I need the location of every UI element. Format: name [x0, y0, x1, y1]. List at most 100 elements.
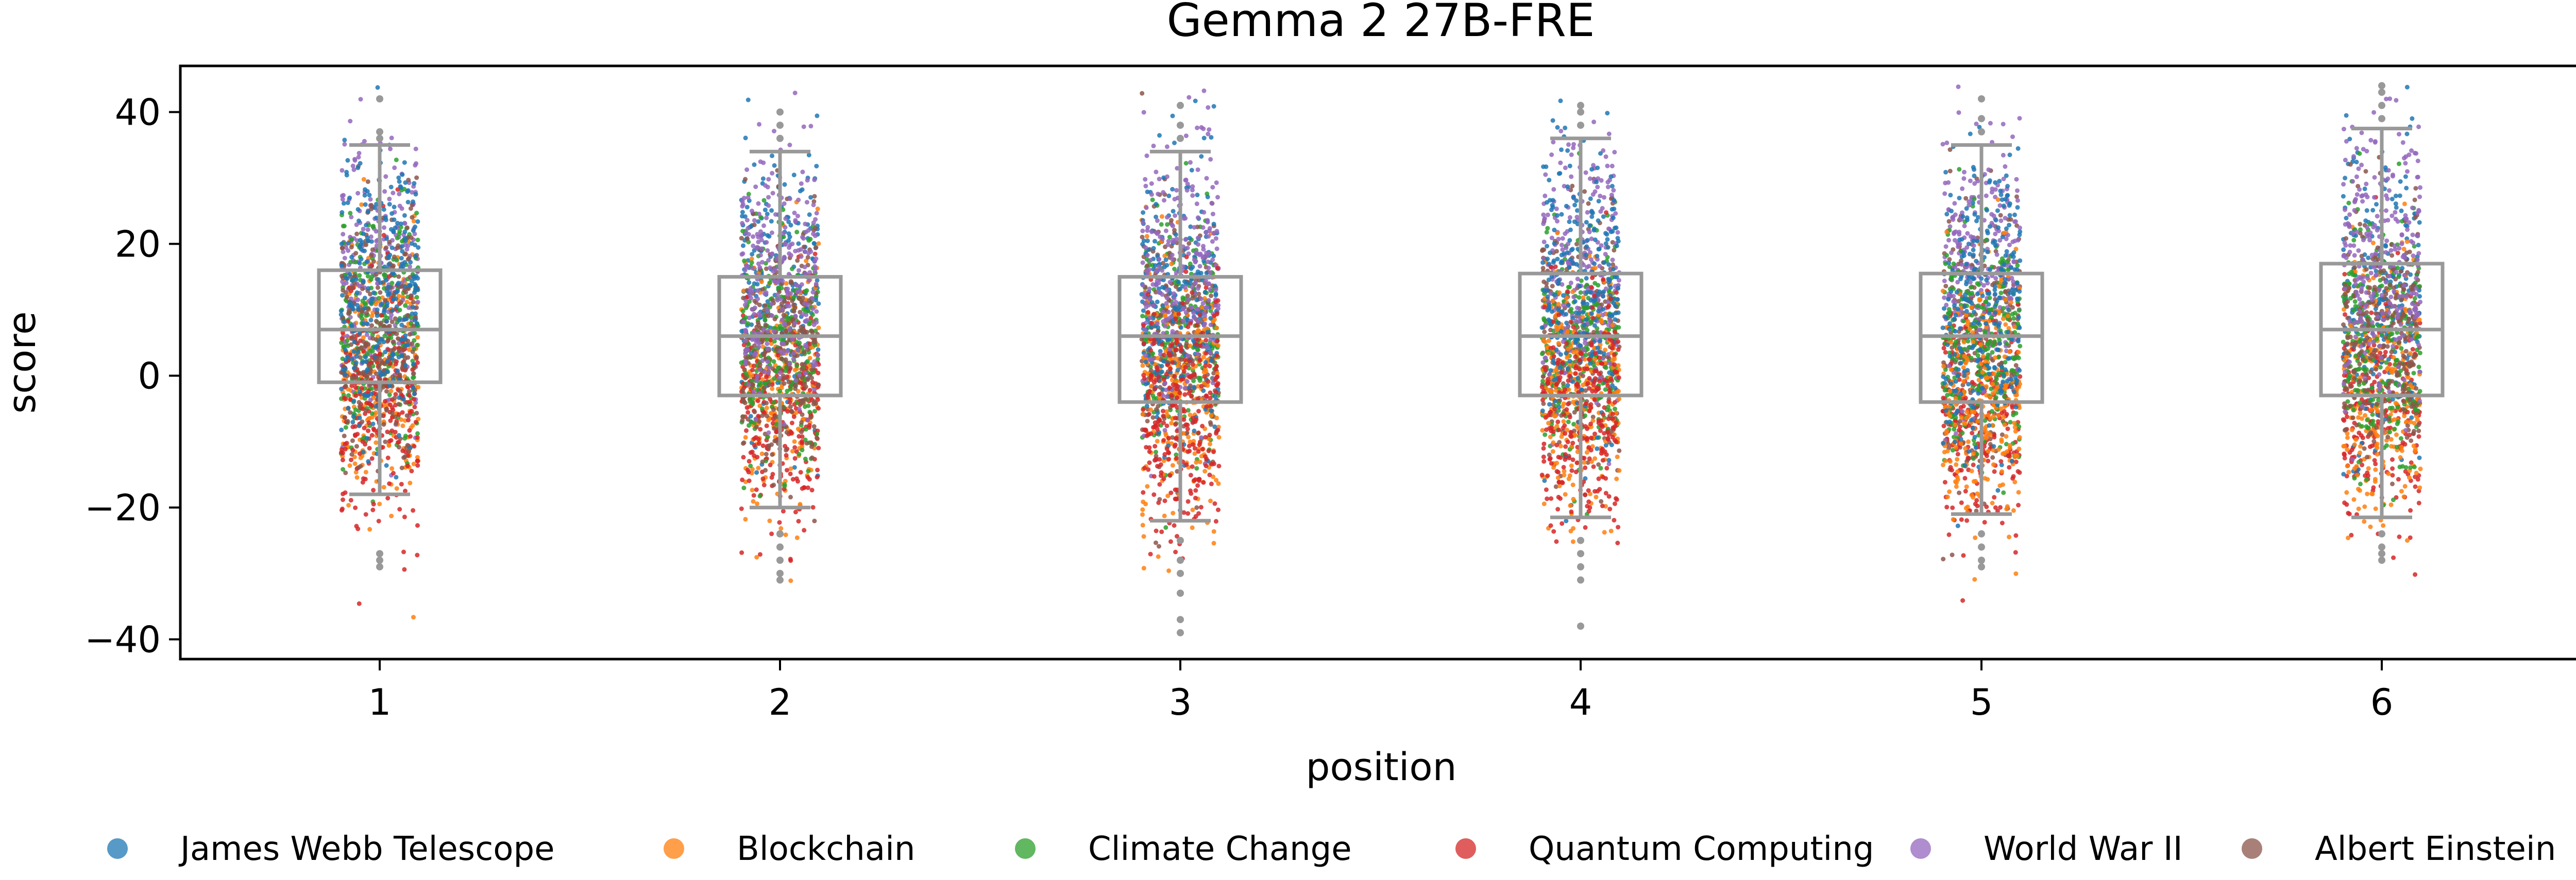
- data-point: [371, 488, 376, 493]
- data-point: [389, 466, 395, 471]
- data-point: [2410, 116, 2415, 121]
- data-point: [1973, 502, 1978, 507]
- data-point: [743, 516, 748, 522]
- data-point: [2352, 442, 2357, 447]
- data-point: [2009, 373, 2014, 378]
- data-point: [1585, 327, 1590, 333]
- data-point: [747, 459, 752, 464]
- data-point: [1950, 468, 1954, 473]
- data-point: [760, 176, 766, 181]
- data-point: [1585, 210, 1590, 215]
- data-point: [2404, 185, 2409, 191]
- data-point: [353, 260, 358, 265]
- data-point: [743, 177, 748, 182]
- data-point: [762, 317, 768, 322]
- data-point: [389, 513, 394, 519]
- data-point: [759, 451, 765, 456]
- data-point: [2417, 455, 2422, 460]
- data-point: [1611, 188, 1616, 193]
- data-point: [2013, 363, 2019, 368]
- data-point: [739, 506, 744, 511]
- data-point: [352, 461, 358, 466]
- data-point: [1198, 396, 1204, 402]
- data-point: [2362, 504, 2367, 509]
- data-point: [792, 465, 797, 470]
- data-point: [1541, 212, 1546, 217]
- data-point: [374, 302, 379, 307]
- data-point: [2403, 469, 2408, 474]
- data-point: [792, 456, 798, 461]
- data-point: [752, 222, 757, 228]
- data-point: [1140, 314, 1145, 319]
- data-point: [391, 191, 396, 196]
- data-point: [1140, 523, 1145, 528]
- data-point: [2397, 193, 2402, 198]
- data-point: [784, 430, 789, 435]
- data-point: [1194, 505, 1199, 510]
- data-point: [345, 338, 350, 343]
- data-point: [2412, 449, 2417, 454]
- data-point: [760, 344, 766, 349]
- data-point: [2363, 406, 2368, 411]
- data-point: [740, 418, 745, 423]
- data-point: [779, 301, 784, 306]
- data-point: [1214, 416, 1219, 421]
- data-point: [1959, 500, 1964, 505]
- data-point: [416, 385, 421, 390]
- data-point: [1199, 454, 1204, 459]
- data-point: [395, 235, 400, 240]
- data-point: [788, 471, 793, 476]
- data-point: [756, 437, 761, 442]
- data-point: [1612, 150, 1617, 154]
- data-point: [752, 162, 757, 167]
- data-point: [1140, 507, 1145, 512]
- data-point: [783, 532, 788, 538]
- data-point: [348, 118, 353, 124]
- data-point: [1170, 377, 1175, 383]
- data-point: [1163, 525, 1168, 530]
- data-point: [788, 578, 793, 583]
- data-point: [2370, 240, 2376, 246]
- data-point: [2401, 494, 2406, 499]
- data-point: [2345, 431, 2350, 436]
- data-point: [1990, 455, 1995, 460]
- data-point: [2410, 347, 2415, 352]
- data-point: [790, 298, 795, 303]
- data-point: [1191, 378, 1196, 384]
- data-point: [1946, 219, 1952, 224]
- data-point: [2390, 466, 2395, 471]
- data-point: [1541, 374, 1546, 379]
- data-point: [763, 322, 768, 327]
- data-point: [2417, 220, 2422, 225]
- data-point: [1560, 247, 1565, 252]
- data-point: [1944, 505, 1950, 510]
- data-point: [1208, 422, 1213, 427]
- data-point: [2002, 409, 2007, 414]
- data-point: [815, 113, 820, 118]
- data-point: [1947, 147, 1953, 152]
- data-point: [1583, 170, 1588, 175]
- data-point: [415, 300, 420, 305]
- data-point: [1196, 291, 1201, 297]
- data-point: [789, 420, 794, 425]
- data-point: [781, 509, 786, 514]
- data-point: [805, 255, 810, 260]
- data-point: [781, 313, 786, 318]
- data-point: [742, 214, 748, 219]
- data-point: [2364, 208, 2369, 213]
- data-point: [745, 97, 751, 102]
- data-point: [2377, 300, 2382, 305]
- data-point: [815, 468, 820, 473]
- data-point: [1540, 248, 1545, 253]
- data-point: [2343, 312, 2347, 317]
- data-point: [795, 258, 800, 263]
- data-point: [768, 396, 773, 402]
- data-point: [1563, 231, 1568, 236]
- data-point: [1982, 263, 1987, 268]
- data-point: [1154, 450, 1158, 455]
- data-point: [800, 447, 805, 453]
- data-point: [1179, 357, 1184, 362]
- data-point: [1941, 423, 1946, 428]
- data-point: [1140, 363, 1145, 368]
- data-point: [1187, 241, 1192, 246]
